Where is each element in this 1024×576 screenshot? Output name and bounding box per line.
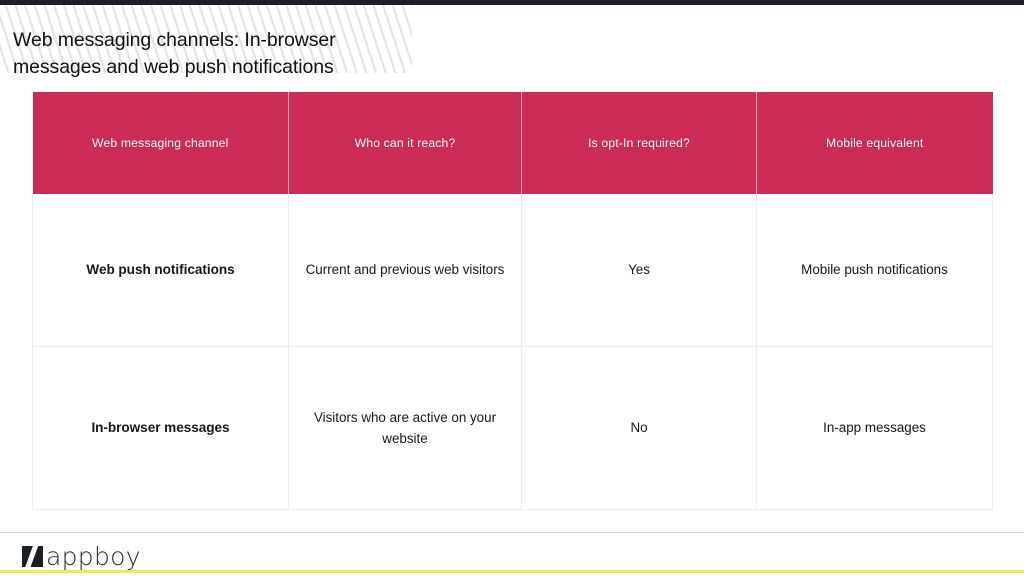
column-header-mobile-equivalent: Mobile equivalent <box>756 92 993 194</box>
footer-divider <box>0 532 1024 533</box>
cell-reach-web-push: Current and previous web visitors <box>288 194 522 347</box>
top-accent-bar <box>0 0 1024 5</box>
cell-mobile-equivalent-web-push: Mobile push notifications <box>756 194 993 347</box>
column-header-channel: Web messaging channel <box>32 92 289 194</box>
table-body: Web push notifications Current and previ… <box>32 194 993 510</box>
cell-channel-web-push: Web push notifications <box>32 194 289 347</box>
column-header-reach: Who can it reach? <box>288 92 522 194</box>
appboy-logo: appboy <box>22 541 141 571</box>
cell-reach-in-browser: Visitors who are active on your website <box>288 346 522 510</box>
cell-mobile-equivalent-in-browser: In-app messages <box>756 346 993 510</box>
table-header-row: Web messaging channel Who can it reach? … <box>32 92 993 194</box>
logo-wordmark: appboy <box>46 541 141 571</box>
cell-channel-in-browser: In-browser messages <box>32 346 289 510</box>
table-row: In-browser messages Visitors who are act… <box>32 346 993 510</box>
column-header-opt-in: Is opt-In required? <box>521 92 757 194</box>
page-title: Web messaging channels: In-browser messa… <box>13 29 336 79</box>
slash-square-icon <box>22 545 43 567</box>
cell-opt-in-in-browser: No <box>521 346 757 510</box>
cell-opt-in-web-push: Yes <box>521 194 757 347</box>
bottom-accent-bar <box>0 570 1024 573</box>
web-messaging-comparison-table: Web messaging channel Who can it reach? … <box>32 92 993 510</box>
table-row: Web push notifications Current and previ… <box>32 194 993 347</box>
table-header: Web messaging channel Who can it reach? … <box>32 92 993 194</box>
